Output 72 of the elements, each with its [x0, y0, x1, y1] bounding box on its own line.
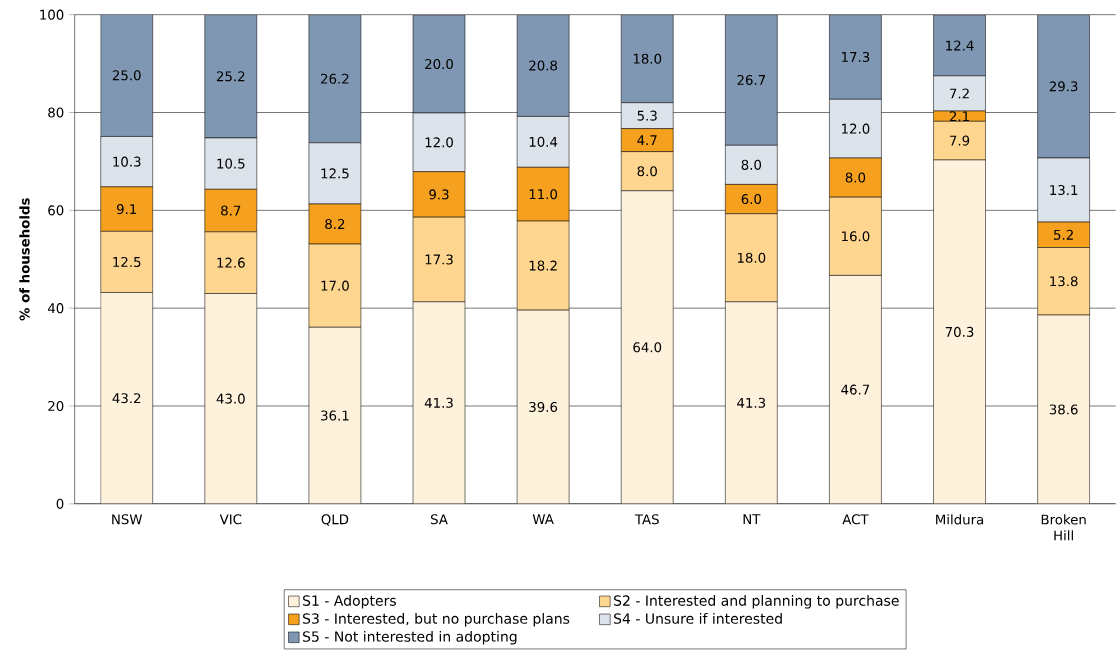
data-label: 8.0 [741, 159, 762, 170]
data-label: 16.0 [842, 231, 870, 242]
data-label: 17.0 [321, 280, 349, 291]
legend-label: S5 - Not interested in adopting [303, 631, 517, 645]
data-label: 8.2 [325, 219, 345, 230]
data-label: 13.8 [1050, 276, 1078, 287]
data-label: 39.6 [529, 402, 558, 413]
data-label: 17.3 [842, 52, 870, 63]
data-label: 12.5 [113, 256, 141, 268]
y-tick-label: 20 [48, 401, 64, 412]
x-tick-label: NT [743, 514, 761, 525]
legend-label: S3 - Interested, but no purchase plans [303, 613, 570, 627]
data-label: 29.3 [1049, 81, 1078, 92]
y-tick-label: 40 [47, 303, 64, 314]
data-label: 43.0 [216, 393, 245, 404]
legend-label: S2 - Interested and planning to purchase [614, 595, 899, 609]
data-label: 10.3 [113, 156, 141, 167]
y-axis-title: % of households [19, 198, 30, 321]
data-label: 70.3 [945, 326, 974, 338]
data-label: 2.1 [949, 111, 969, 122]
data-label: 11.0 [529, 189, 558, 200]
x-tick-label: ACT [842, 514, 869, 525]
data-label: 20.8 [529, 60, 558, 71]
data-label: 12.0 [425, 137, 453, 148]
x-tick-label: Mildura [936, 514, 984, 525]
y-tick-label: 60 [48, 205, 64, 216]
data-label: 10.5 [217, 158, 245, 169]
data-label: 26.2 [321, 73, 349, 84]
data-label: 41.3 [737, 397, 766, 408]
data-label: 18.0 [633, 53, 662, 64]
x-tick-label: QLD [321, 514, 349, 526]
data-label: 8.0 [845, 172, 866, 183]
data-label: 25.2 [216, 71, 245, 82]
y-tick-label: 80 [48, 107, 64, 118]
data-label: 5.3 [637, 110, 657, 121]
data-label: 9.1 [116, 204, 137, 215]
data-label: 46.7 [841, 384, 870, 395]
legend-label: S4 - Unsure if interested [614, 613, 782, 624]
data-label: 13.1 [1050, 185, 1078, 196]
y-tick-label: 0 [56, 498, 64, 509]
data-label: 18.2 [529, 260, 557, 271]
data-label: 36.1 [321, 410, 349, 421]
data-label: 64.0 [633, 342, 662, 353]
x-tick-label: NSW [112, 514, 143, 525]
data-label: 12.5 [321, 168, 349, 179]
data-label: 7.2 [950, 88, 969, 99]
data-label: 25.0 [112, 70, 141, 81]
x-tick-label: WA [532, 514, 554, 525]
data-label: 10.4 [529, 136, 558, 147]
legend-label: S1 - Adopters [303, 595, 396, 609]
data-label: 38.6 [1049, 404, 1078, 415]
data-label: 17.3 [425, 254, 453, 265]
data-label: 8.0 [637, 166, 657, 177]
data-label: 7.9 [950, 135, 970, 146]
data-label: 12.4 [946, 40, 974, 51]
y-tick-label: 100 [40, 9, 64, 20]
data-label: 4.7 [637, 135, 657, 146]
data-label: 18.0 [737, 252, 766, 263]
x-tick-label: TAS [634, 514, 659, 525]
data-label: 9.3 [429, 189, 449, 200]
data-label: 5.2 [1054, 229, 1073, 240]
data-label: 12.6 [217, 257, 245, 268]
data-label: 20.0 [425, 59, 453, 70]
x-tick-label: SA [430, 514, 448, 525]
data-label: 26.7 [737, 75, 766, 86]
data-label: 12.0 [842, 123, 870, 134]
x-tick-label: VIC [219, 514, 242, 525]
data-label: 8.7 [221, 205, 241, 216]
x-tick-label: Broken Hill [1041, 514, 1086, 541]
data-label: 6.0 [741, 194, 762, 205]
data-label: 41.3 [424, 397, 453, 408]
data-label: 43.2 [112, 393, 141, 404]
